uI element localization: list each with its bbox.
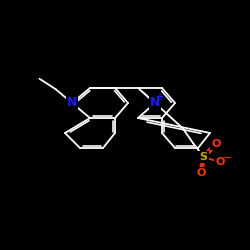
Text: O: O (196, 168, 206, 178)
Text: N: N (150, 96, 160, 110)
Text: O: O (215, 157, 224, 167)
Text: N: N (67, 96, 77, 110)
Text: +: + (156, 92, 164, 102)
Text: −: − (222, 153, 232, 163)
Text: S: S (200, 152, 207, 162)
Text: O: O (211, 139, 221, 149)
